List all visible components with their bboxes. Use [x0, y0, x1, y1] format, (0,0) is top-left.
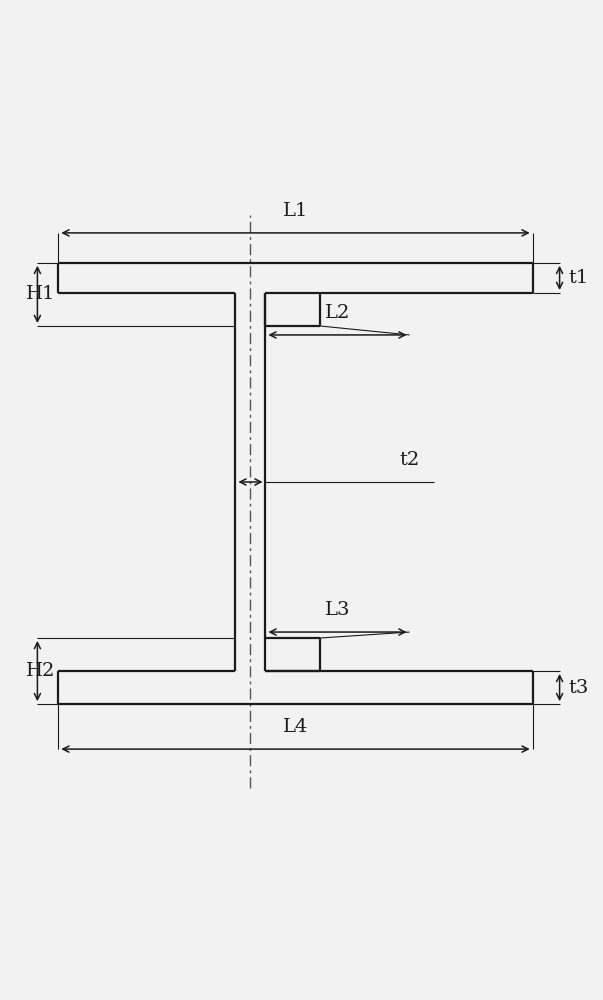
Text: H2: H2 — [26, 662, 55, 680]
Text: H1: H1 — [26, 285, 55, 303]
Text: L2: L2 — [325, 304, 350, 322]
Text: t3: t3 — [569, 679, 589, 697]
Text: t1: t1 — [569, 269, 589, 287]
Text: L1: L1 — [283, 202, 308, 220]
Text: L4: L4 — [283, 718, 308, 736]
Text: t2: t2 — [399, 451, 420, 469]
Text: L3: L3 — [325, 601, 350, 619]
